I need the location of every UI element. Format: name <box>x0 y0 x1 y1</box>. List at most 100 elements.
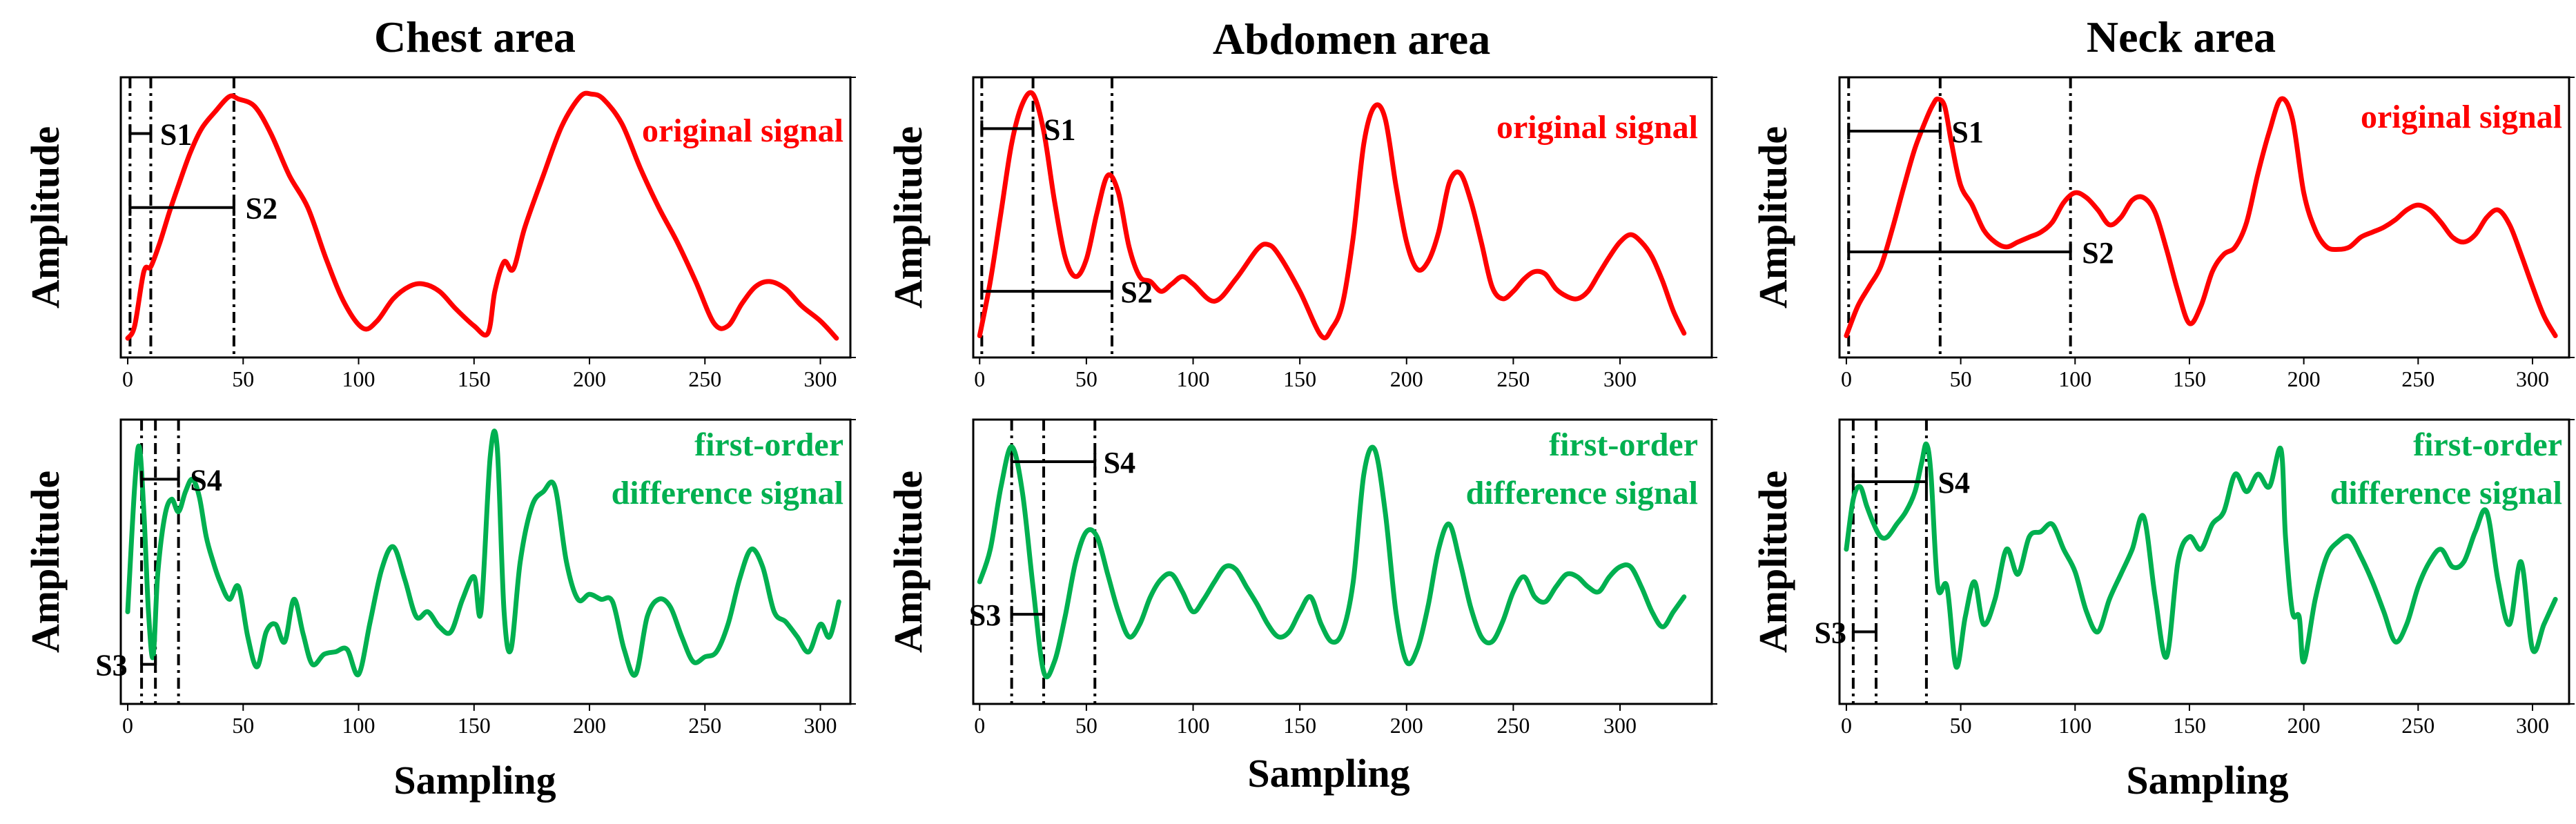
data-point <box>2429 209 2430 210</box>
data-point <box>164 516 166 518</box>
data-point <box>2166 248 2167 250</box>
x-tick-label: 200 <box>573 366 606 391</box>
data-point <box>2120 573 2122 575</box>
data-point <box>2475 234 2476 235</box>
data-point <box>416 616 417 618</box>
data-point <box>293 598 295 600</box>
data-point <box>228 598 230 600</box>
column-title-chest: Chest area <box>374 12 576 61</box>
panel-chest-original: 0 50 100 150 200 250 300 Amplitude S1 S2 original … <box>23 76 856 391</box>
interval-label-s1: S1 <box>1044 112 1075 146</box>
data-point <box>1267 624 1269 625</box>
legend-text: first-order <box>2413 426 2562 463</box>
data-point <box>1182 591 1183 593</box>
data-point <box>2532 649 2533 650</box>
data-point <box>676 242 678 243</box>
data-point <box>503 611 505 613</box>
data-point <box>1363 473 1365 475</box>
data-point <box>1903 187 1904 188</box>
data-point <box>2475 531 2476 532</box>
data-point <box>1566 295 1568 297</box>
data-point <box>2486 217 2488 218</box>
data-point <box>362 328 364 329</box>
data-point <box>2463 561 2465 562</box>
data-point <box>2337 248 2339 250</box>
data-point <box>1566 573 1568 575</box>
x-tick-label: 300 <box>2516 713 2549 738</box>
x-tick-label: 150 <box>458 713 491 738</box>
data-point <box>157 573 159 575</box>
data-point <box>347 649 348 650</box>
data-point <box>1342 303 1343 304</box>
data-point <box>2097 631 2098 633</box>
data-point <box>1964 616 1966 618</box>
data-point <box>801 306 803 307</box>
data-point <box>2509 224 2510 226</box>
data-point <box>1213 581 1215 582</box>
data-point <box>2394 641 2396 642</box>
x-tick-label: 100 <box>2058 366 2091 391</box>
data-point <box>409 286 410 287</box>
data-point <box>2006 549 2007 550</box>
data-point <box>2051 524 2053 525</box>
data-point <box>750 549 752 550</box>
data-point <box>769 281 770 282</box>
data-point <box>1096 536 1097 538</box>
data-point <box>2349 536 2350 538</box>
data-point <box>2040 531 2042 532</box>
data-point <box>219 581 221 582</box>
data-point <box>1630 234 1631 235</box>
data-point <box>2086 611 2087 613</box>
x-tick-label: 50 <box>1950 713 1972 738</box>
data-point <box>1033 586 1034 587</box>
data-point <box>2544 315 2545 317</box>
data-point <box>1588 291 1589 292</box>
data-point <box>369 621 371 622</box>
data-point <box>513 268 514 270</box>
interval-label-s3: S3 <box>969 598 1001 632</box>
data-point <box>1022 104 1023 105</box>
data-point <box>127 611 128 613</box>
data-point <box>489 456 491 458</box>
data-point <box>228 96 230 97</box>
data-point <box>2212 271 2213 273</box>
data-point <box>474 325 475 326</box>
data-point <box>755 286 757 287</box>
data-point <box>2212 524 2213 525</box>
data-point <box>577 598 578 600</box>
data-point <box>1512 291 1514 292</box>
data-point <box>1299 291 1300 292</box>
data-point <box>1352 581 1354 582</box>
legend-text: original signal <box>2361 99 2562 135</box>
data-point <box>358 674 360 675</box>
data-point <box>1129 636 1130 638</box>
data-point <box>254 106 255 107</box>
data-point <box>1641 242 1642 243</box>
x-axis-label-chest: Sampling <box>393 758 556 803</box>
data-point <box>741 303 743 304</box>
data-point <box>2143 516 2145 518</box>
data-point <box>1118 192 1119 193</box>
data-point <box>1896 524 1897 525</box>
y-axis-label: Amplitude <box>23 126 68 308</box>
data-point <box>728 624 729 625</box>
plot-frame <box>1838 418 2570 705</box>
data-point <box>739 578 740 580</box>
data-point <box>1118 611 1119 613</box>
data-point <box>2269 486 2270 487</box>
data-point <box>1512 591 1514 593</box>
x-tick-label: 200 <box>2287 366 2321 391</box>
x-tick-label: 100 <box>1177 713 1210 738</box>
data-point <box>990 281 991 282</box>
x-tick-label: 300 <box>804 366 837 391</box>
legend-text: first-order <box>694 426 843 463</box>
interval-label-s3: S3 <box>1815 616 1846 650</box>
data-point <box>1914 491 1915 492</box>
legend-text: difference signal <box>1466 475 1698 511</box>
x-tick-label: 200 <box>1390 713 1423 738</box>
x-axis-label-abdomen: Sampling <box>1247 751 1409 796</box>
interval-label-s1: S1 <box>160 118 192 152</box>
data-point <box>439 626 440 627</box>
data-point <box>1278 254 1279 255</box>
data-point <box>2383 611 2385 613</box>
